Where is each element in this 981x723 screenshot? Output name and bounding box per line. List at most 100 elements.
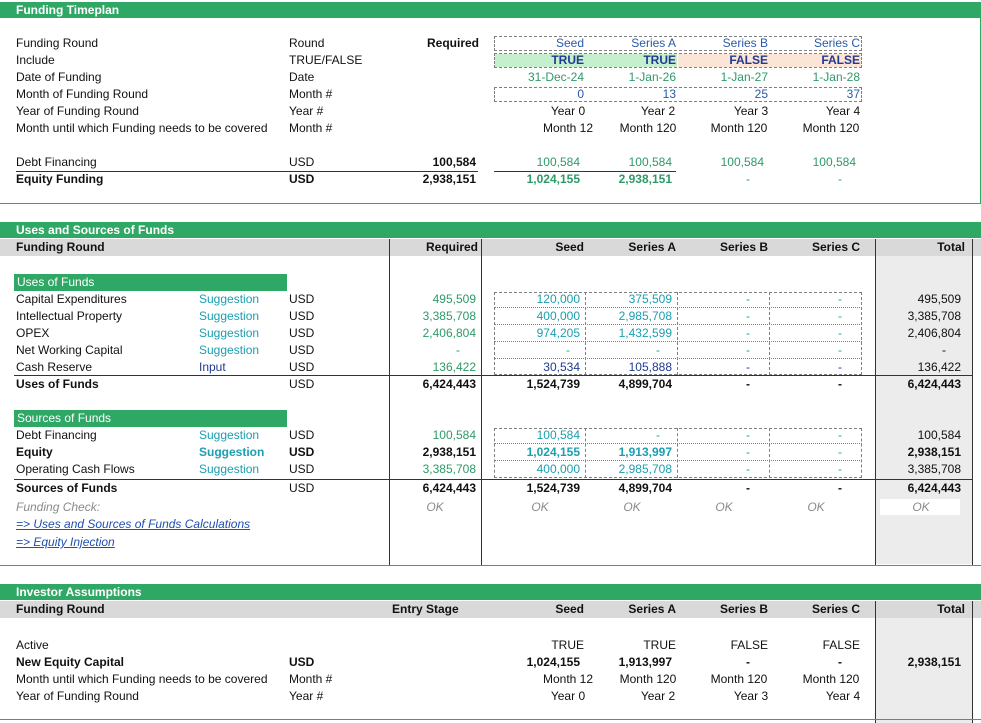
entry-stage-header: Entry Stage [392, 602, 459, 616]
debt-seed: 100,584 [536, 155, 580, 169]
month-seed[interactable]: 0 [577, 87, 584, 101]
round-name-series-a[interactable]: Series A [631, 36, 676, 50]
series-b-input[interactable]: - [746, 428, 750, 442]
unit-cell: Month # [289, 672, 333, 686]
year-series-c: Year 4 [825, 104, 861, 118]
series-a-input[interactable]: - [656, 428, 660, 442]
section-bottom-border [0, 719, 981, 720]
suggestion-link[interactable]: Suggestion [199, 309, 260, 323]
series-b-header: Series B [719, 602, 768, 616]
series-c-input[interactable]: - [838, 445, 842, 459]
section-bottom-border [0, 565, 981, 566]
required-value: 136,422 [432, 360, 476, 374]
uses-row-label: Cash Reserve [16, 360, 93, 374]
series-b-input[interactable]: - [746, 462, 750, 476]
seed-input[interactable]: 30,534 [543, 360, 580, 374]
series-b-input[interactable]: - [746, 309, 750, 323]
equity-series-b: - [746, 172, 750, 186]
suggestion-link[interactable]: Suggestion [199, 343, 260, 357]
include-series-a[interactable]: TRUE [643, 53, 676, 67]
unit-cell: USD [289, 309, 315, 323]
active-series-a: TRUE [643, 638, 676, 652]
series-a-input[interactable]: 1,913,997 [618, 445, 672, 459]
series-c-input[interactable]: - [838, 462, 842, 476]
row-label: Debt Financing [16, 155, 97, 169]
year-series-c: Year 4 [825, 689, 861, 703]
seed-input[interactable]: 100,584 [536, 428, 580, 442]
sources-total-total: 6,424,443 [907, 481, 961, 495]
equity-injection-link[interactable]: => Equity Injection [16, 535, 115, 549]
unit-cell: USD [289, 360, 315, 374]
seed-input[interactable]: 120,000 [536, 292, 580, 306]
equity-capital-series-b: - [746, 655, 750, 669]
series-c-input[interactable]: - [838, 292, 842, 306]
series-c-input[interactable]: - [838, 428, 842, 442]
grid-line [677, 292, 678, 375]
round-name-inputs [494, 36, 862, 51]
column-divider [972, 239, 973, 565]
seed-input[interactable]: 1,024,155 [526, 445, 580, 459]
series-a-input[interactable]: 375,509 [628, 292, 672, 306]
series-b-input[interactable]: - [746, 292, 750, 306]
series-b-input[interactable]: - [746, 343, 750, 357]
series-a-input[interactable]: 105,888 [628, 360, 672, 374]
month-series-c[interactable]: 37 [846, 87, 860, 101]
required-value: 3,385,708 [422, 462, 476, 476]
seed-input[interactable]: 400,000 [536, 462, 580, 476]
series-a-input[interactable]: 1,432,599 [618, 326, 672, 340]
include-series-c[interactable]: FALSE [821, 53, 860, 67]
series-b-input[interactable]: - [746, 326, 750, 340]
funding-round-header: Funding Round [16, 602, 105, 616]
month-until-series-b: Month 120 [710, 121, 768, 135]
sources-of-funds-title: Sources of Funds [17, 411, 112, 425]
series-b-input[interactable]: - [746, 360, 750, 374]
uses-total-label: Uses of Funds [16, 377, 99, 391]
include-true-fill [495, 54, 677, 67]
suggestion-link[interactable]: Suggestion [199, 445, 265, 459]
unit-cell: Month # [289, 87, 333, 101]
suggestion-link[interactable]: Suggestion [199, 462, 260, 476]
check-series-c: OK [807, 500, 825, 514]
series-a-input[interactable]: - [656, 343, 660, 357]
suggestion-link[interactable]: Suggestion [199, 326, 260, 340]
series-a-input[interactable]: 2,985,708 [618, 462, 672, 476]
round-name-series-c[interactable]: Series C [813, 36, 860, 50]
investor-row-label: Active [16, 638, 49, 652]
section-title: Uses and Sources of Funds [16, 223, 175, 237]
calc-link[interactable]: => Uses and Sources of Funds Calculation… [16, 517, 251, 531]
required-value: 495,509 [432, 292, 476, 306]
unit-cell: USD [289, 481, 315, 495]
required-header: Required [426, 36, 479, 50]
suggestion-link[interactable]: Suggestion [199, 428, 260, 442]
round-name-series-b[interactable]: Series B [722, 36, 768, 50]
round-name-seed[interactable]: Seed [555, 36, 584, 50]
series-c-input[interactable]: - [838, 309, 842, 323]
seed-input[interactable]: 974,205 [536, 326, 580, 340]
equity-top-border [16, 171, 478, 172]
date-series-c: 1-Jan-28 [812, 70, 860, 84]
series-a-header: Series A [628, 602, 676, 616]
check-series-b: OK [715, 500, 733, 514]
series-c-input[interactable]: - [838, 343, 842, 357]
series-a-input[interactable]: 2,985,708 [618, 309, 672, 323]
section-title: Funding Timeplan [16, 3, 120, 17]
year-seed: Year 0 [550, 104, 586, 118]
month-series-a[interactable]: 13 [662, 87, 676, 101]
suggestion-link[interactable]: Suggestion [199, 292, 260, 306]
seed-input[interactable]: 400,000 [536, 309, 580, 323]
uses-of-funds-title: Uses of Funds [17, 275, 95, 289]
uses-sources-header: Uses and Sources of Funds [0, 222, 981, 238]
uses-row-label: Capital Expenditures [16, 292, 127, 306]
required-value: - [456, 343, 460, 357]
input-tag: Input [199, 360, 226, 374]
month-until-seed: Month 12 [542, 121, 594, 135]
series-c-input[interactable]: - [838, 326, 842, 340]
month-series-b[interactable]: 25 [754, 87, 768, 101]
include-series-b[interactable]: FALSE [729, 53, 768, 67]
grid-line [494, 307, 862, 308]
seed-input[interactable]: - [566, 343, 570, 357]
series-b-input[interactable]: - [746, 445, 750, 459]
include-seed[interactable]: TRUE [551, 53, 584, 67]
equity-seed: 1,024,155 [526, 172, 580, 186]
series-c-input[interactable]: - [838, 360, 842, 374]
